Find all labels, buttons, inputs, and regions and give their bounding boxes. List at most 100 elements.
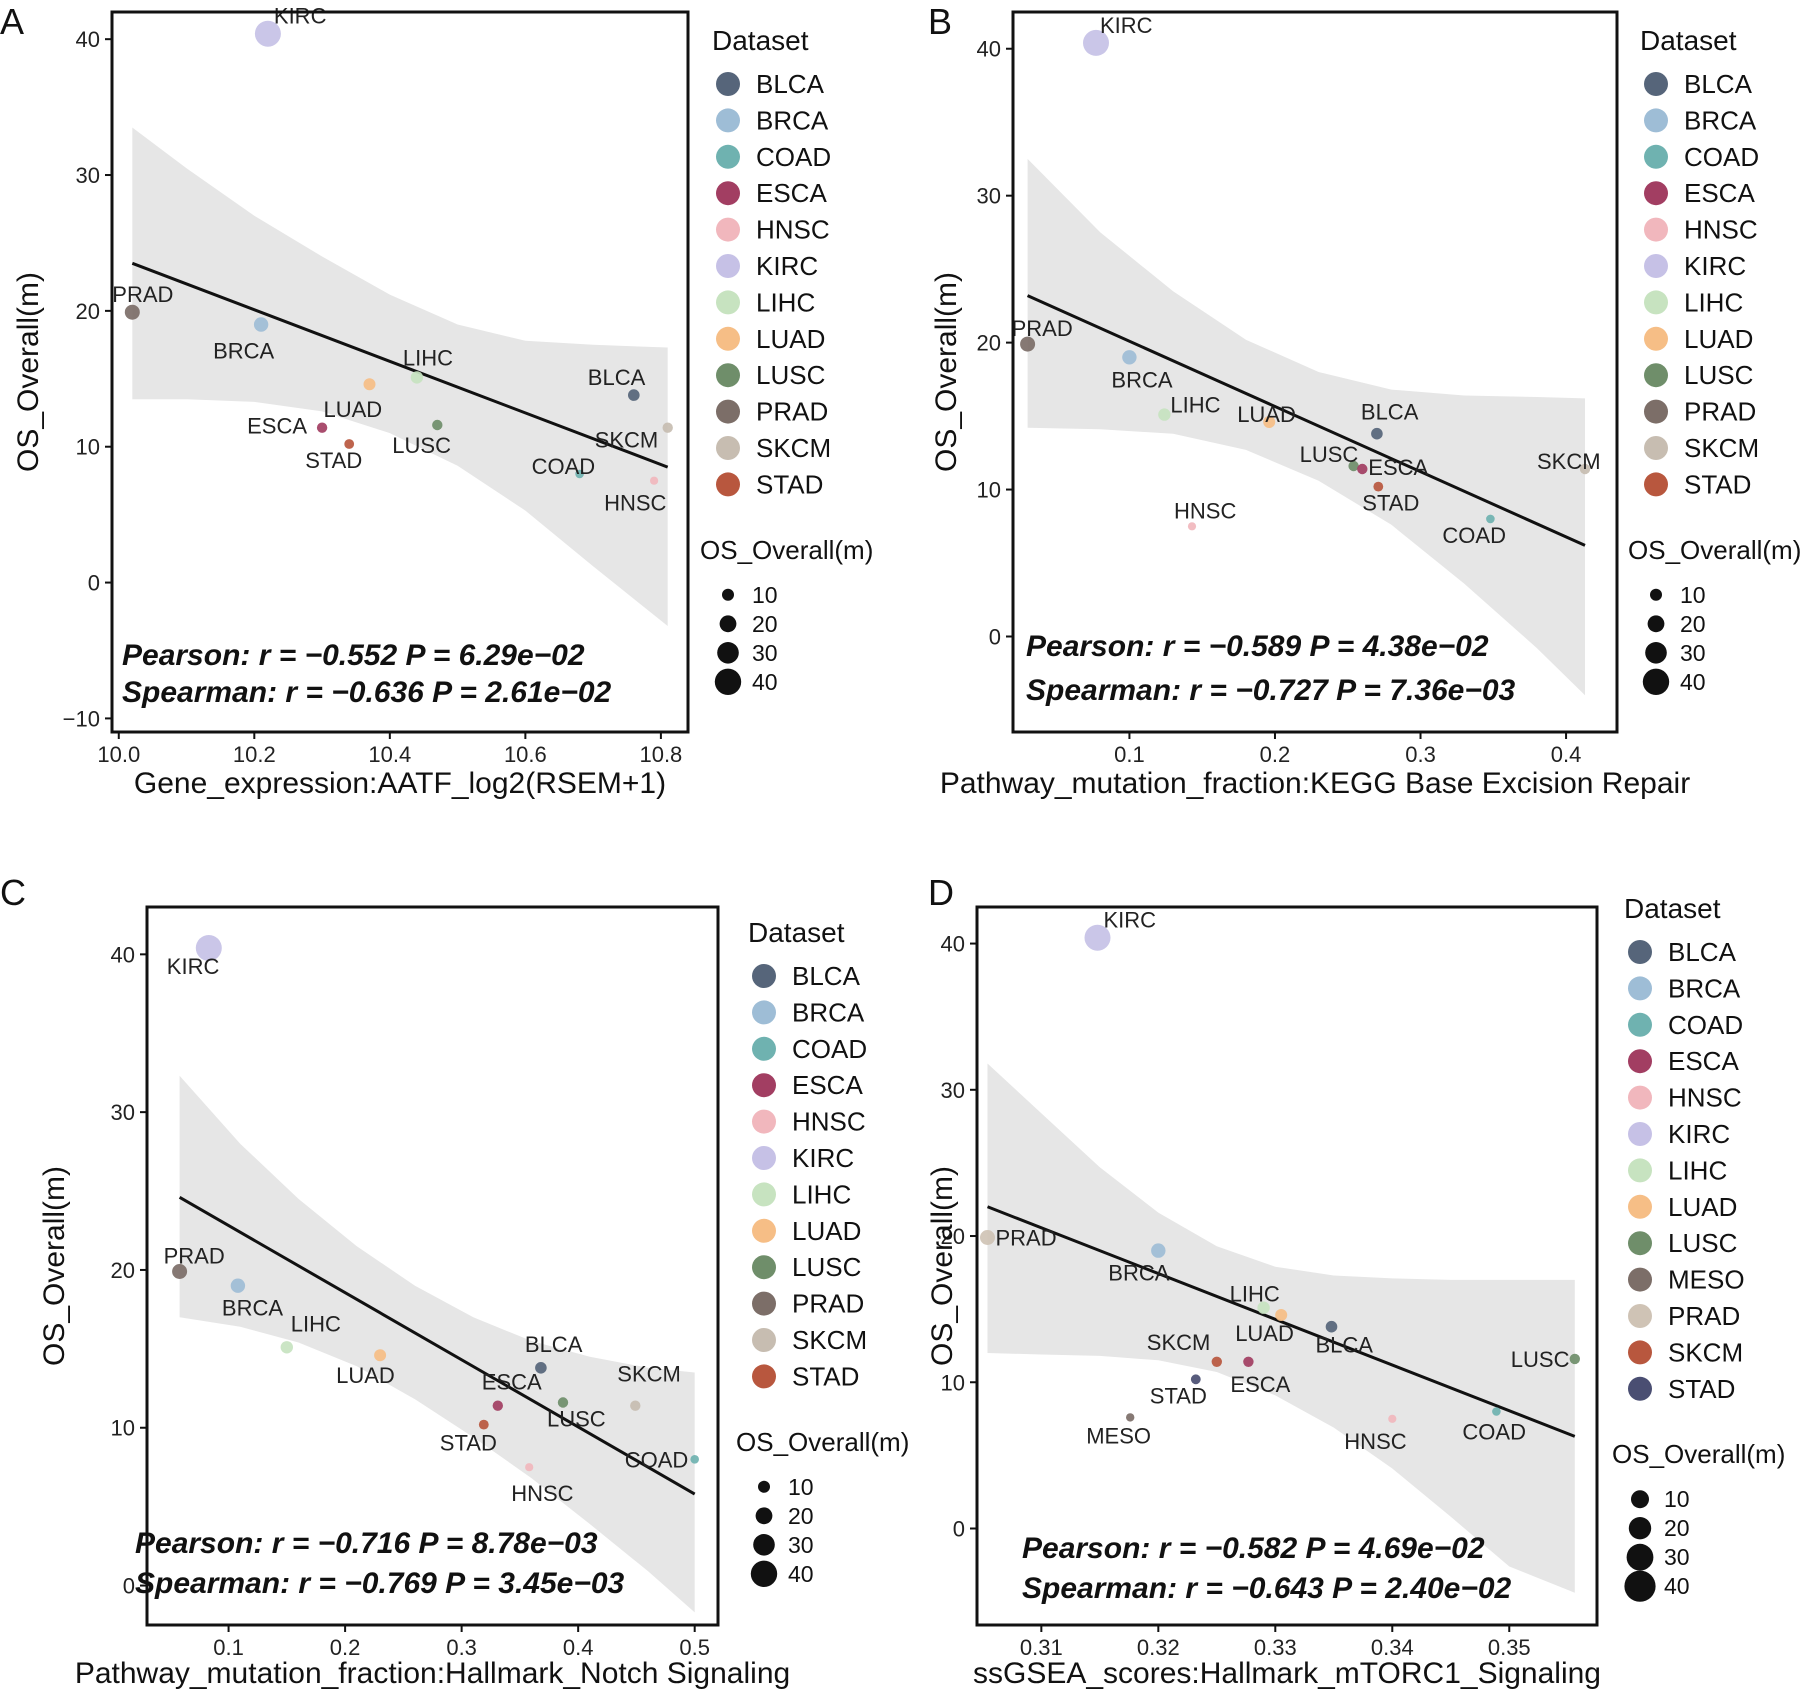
point-stad <box>1190 1374 1201 1385</box>
point-prad <box>980 1230 995 1245</box>
legend-item-lusc: LUSC <box>756 360 825 390</box>
point-label-lihc: LIHC <box>1170 393 1220 418</box>
point-label-skcm: SKCM <box>595 428 659 453</box>
point-coad <box>690 1455 699 1464</box>
size-legend-title: OS_Overall(m) <box>736 1427 909 1457</box>
y-tick-label: 40 <box>941 932 965 957</box>
legend-item-prad: PRAD <box>792 1289 864 1319</box>
legend-swatch-esca <box>716 181 740 206</box>
size-legend-label: 40 <box>788 1561 814 1587</box>
point-esca <box>316 422 328 433</box>
point-label-luad: LUAD <box>324 397 383 422</box>
legend-item-luad: LUAD <box>1668 1192 1737 1222</box>
legend-swatch-prad <box>716 399 740 424</box>
size-legend-title: OS_Overall(m) <box>700 535 873 565</box>
point-label-brca: BRCA <box>1111 367 1172 392</box>
size-legend-title: OS_Overall(m) <box>1628 535 1801 565</box>
point-label-skcm: SKCM <box>1147 1330 1211 1355</box>
legend-item-hnsc: HNSC <box>756 215 830 245</box>
confidence-band <box>1027 158 1585 696</box>
y-tick-label: 40 <box>977 37 1001 62</box>
size-legend-title: OS_Overall(m) <box>1612 1439 1785 1469</box>
legend-item-stad: STAD <box>792 1361 859 1391</box>
legend-item-hnsc: HNSC <box>1668 1083 1742 1113</box>
legend-item-coad: COAD <box>756 142 831 172</box>
legend-swatch-prad <box>1628 1304 1652 1328</box>
size-legend-label: 40 <box>752 669 778 695</box>
plot-frame <box>1011 10 1619 734</box>
legend-item-esca: ESCA <box>792 1070 863 1100</box>
x-axis-label: Pathway_mutation_fraction:KEGG Base Exci… <box>940 767 1690 800</box>
legend-item-stad: STAD <box>1668 1374 1735 1404</box>
legend-swatch-luad <box>752 1218 776 1243</box>
point-esca <box>1243 1356 1254 1368</box>
point-label-lihc: LIHC <box>403 345 453 370</box>
y-tick-label: 0 <box>123 1574 135 1599</box>
x-tick-label: 0.4 <box>1551 742 1582 767</box>
legend-swatch-hnsc <box>1628 1085 1652 1110</box>
point-kirc <box>1084 924 1111 951</box>
point-label-lusc: LUSC <box>392 433 451 458</box>
point-lihc <box>1257 1301 1270 1314</box>
legend-item-blca: BLCA <box>1684 69 1753 99</box>
size-legend-dot <box>758 1480 770 1493</box>
point-label-brca: BRCA <box>1108 1261 1169 1286</box>
legend-swatch-skcm <box>752 1328 776 1352</box>
point-label-meso: MESO <box>1086 1423 1151 1448</box>
legend-swatch-kirc <box>1628 1122 1652 1146</box>
point-label-lihc: LIHC <box>1230 1282 1280 1307</box>
point-skcm <box>630 1400 641 1411</box>
y-tick-label: 40 <box>111 942 135 967</box>
legend-swatch-blca <box>1644 72 1668 96</box>
point-prad <box>1020 336 1036 352</box>
x-tick-label: 0.5 <box>679 1635 710 1660</box>
point-luad <box>363 378 376 391</box>
point-skcm <box>1579 463 1591 475</box>
legend-swatch-stad <box>1644 472 1668 497</box>
legend-item-lihc: LIHC <box>756 287 815 317</box>
size-legend-dot <box>722 588 734 601</box>
legend-item-brca: BRCA <box>756 105 829 135</box>
point-label-lusc: LUSC <box>1511 1347 1570 1372</box>
point-lusc <box>1348 460 1359 472</box>
y-tick-label: 30 <box>941 1078 965 1103</box>
y-tick-label: 10 <box>977 478 1001 503</box>
legend-swatch-lusc <box>752 1255 776 1280</box>
size-legend-label: 10 <box>788 1474 814 1500</box>
point-label-esca: ESCA <box>247 414 307 439</box>
x-tick-label: 0.33 <box>1254 1635 1297 1660</box>
x-tick-label: 0.2 <box>1260 742 1291 767</box>
legend-title: Dataset <box>1624 893 1721 924</box>
legend-item-blca: BLCA <box>756 69 825 99</box>
legend-item-kirc: KIRC <box>1668 1119 1730 1149</box>
point-label-luad: LUAD <box>1237 402 1296 427</box>
legend-item-coad: COAD <box>792 1034 867 1064</box>
x-tick-label: 0.4 <box>563 1635 594 1660</box>
legend-swatch-lihc <box>752 1182 776 1207</box>
size-legend-dot <box>1645 642 1667 664</box>
point-label-lihc: LIHC <box>291 1311 341 1336</box>
y-tick-label: 10 <box>76 435 100 460</box>
size-legend-label: 20 <box>752 611 778 637</box>
legend-swatch-brca <box>1644 108 1668 133</box>
point-label-prad: PRAD <box>112 282 173 307</box>
legend-swatch-stad <box>716 472 740 497</box>
point-prad <box>124 304 140 320</box>
y-axis-label: OS_Overall(m) <box>926 1166 959 1366</box>
legend-item-meso: MESO <box>1668 1265 1745 1295</box>
panel-letter-d: D <box>928 872 954 913</box>
legend-swatch-skcm <box>716 436 740 460</box>
point-brca <box>1151 1243 1166 1258</box>
point-hnsc <box>1187 522 1197 531</box>
point-hnsc <box>525 1463 534 1472</box>
y-tick-label: 20 <box>76 299 100 324</box>
y-tick-label: 40 <box>76 27 100 52</box>
legend-swatch-blca <box>1628 940 1652 964</box>
size-legend-dot <box>1650 588 1662 601</box>
size-legend-dot <box>1631 1490 1649 1509</box>
point-label-brca: BRCA <box>222 1296 283 1321</box>
point-label-skcm: SKCM <box>617 1362 681 1387</box>
legend-item-prad: PRAD <box>1684 397 1756 427</box>
legend-swatch-brca <box>752 1000 776 1025</box>
